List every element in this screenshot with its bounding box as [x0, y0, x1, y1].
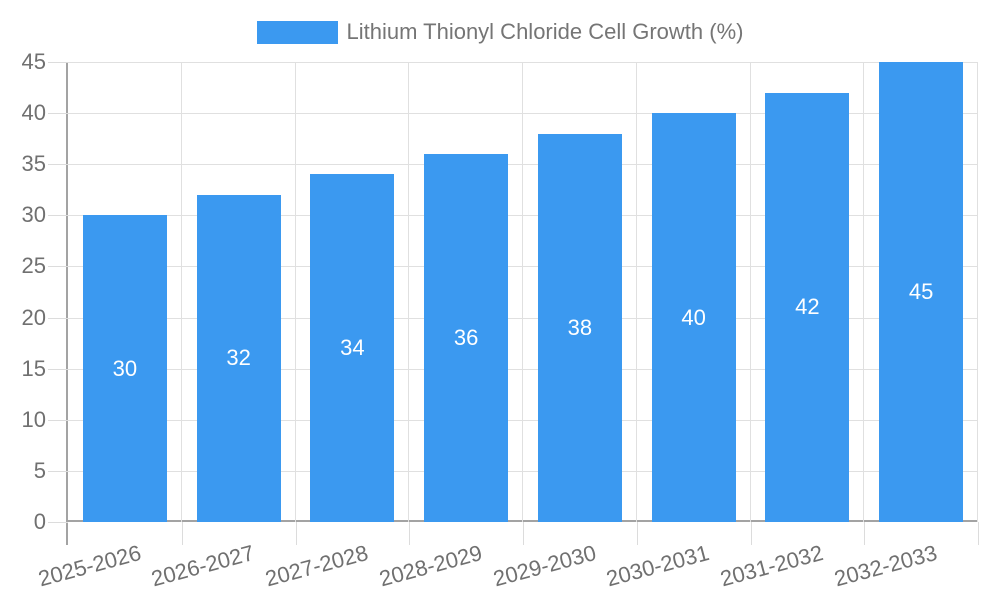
x-axis-tick-label: 2032-2033 [831, 540, 940, 592]
y-axis-tick [48, 266, 68, 268]
bar-value-label: 30 [112, 355, 138, 381]
y-axis-tick-label: 15 [21, 355, 46, 381]
v-gridline [408, 62, 410, 522]
x-axis-tick-label: 2027-2028 [262, 540, 371, 592]
bar-value-label: 32 [226, 345, 251, 371]
y-axis-tick-label: 25 [21, 253, 46, 279]
bar-value-label: 34 [340, 335, 365, 361]
x-axis-tick-label: 2026-2027 [148, 540, 258, 592]
y-axis-tick [48, 164, 68, 166]
y-axis-tick [48, 215, 68, 217]
h-gridline [68, 317, 978, 319]
v-gridline [522, 62, 523, 522]
h-gridline [68, 215, 978, 217]
h-gridline [68, 62, 978, 63]
h-gridline [68, 266, 978, 268]
y-axis-tick-label: 10 [21, 406, 46, 432]
bar[interactable]: 38 [537, 133, 622, 522]
bar-value-label: 40 [681, 304, 706, 330]
y-axis-tick-label: 5 [33, 457, 46, 483]
bar-value-label: 45 [908, 279, 934, 304]
x-axis-tick-label: 2028-2029 [376, 540, 485, 592]
v-gridline [863, 62, 865, 522]
h-gridline [68, 470, 978, 472]
x-axis-tick [864, 522, 866, 545]
y-axis-tick-label: 45 [21, 49, 46, 74]
y-axis-tick [48, 317, 68, 319]
h-gridline [68, 368, 978, 370]
h-gridline [68, 164, 978, 166]
y-axis-tick [48, 522, 68, 523]
x-axis-tick [750, 522, 752, 545]
y-axis-tick [48, 62, 68, 63]
x-axis-tick-label: 2031-2032 [717, 540, 826, 592]
x-axis-line [68, 520, 978, 522]
v-gridline [180, 62, 182, 522]
x-axis-tick [409, 522, 411, 545]
y-axis-line [66, 62, 68, 545]
x-axis-tick-label: 2030-2031 [603, 540, 713, 592]
x-axis-tick [295, 522, 297, 545]
bar[interactable]: 34 [310, 174, 395, 522]
x-axis-tick [978, 522, 979, 545]
x-axis-tick [523, 522, 524, 545]
legend-swatch-icon [256, 20, 338, 44]
y-axis-tick [48, 113, 68, 115]
y-axis-tick-label: 0 [33, 509, 46, 534]
x-axis-tick-label: 2025-2026 [35, 540, 144, 592]
v-gridline [977, 62, 978, 522]
y-axis-tick-label: 20 [21, 304, 46, 330]
y-axis-tick [48, 419, 68, 421]
v-gridline [749, 62, 751, 522]
y-axis-tick-label: 30 [21, 202, 46, 228]
bar-value-label: 38 [567, 314, 593, 340]
y-axis-tick [48, 470, 68, 472]
bar[interactable]: 42 [765, 92, 850, 522]
y-axis-tick-label: 40 [21, 100, 46, 126]
h-gridline [68, 113, 978, 115]
legend[interactable]: Lithium Thionyl Chloride Cell Growth (%) [0, 19, 1000, 45]
y-axis-tick-label: 35 [21, 151, 46, 177]
x-axis-tick-label: 2029-2030 [490, 540, 599, 592]
bar[interactable]: 45 [879, 62, 964, 522]
legend-label: Lithium Thionyl Chloride Cell Growth (%) [346, 19, 744, 44]
h-gridline [68, 419, 978, 421]
bar[interactable]: 36 [424, 154, 509, 522]
bar[interactable]: 30 [82, 215, 167, 522]
bar-value-label: 42 [795, 294, 820, 320]
v-gridline [635, 62, 637, 522]
y-axis-tick [48, 368, 68, 370]
bar[interactable]: 40 [651, 113, 736, 522]
plot-area: 30 32 34 36 38 40 42 45 [68, 62, 978, 522]
bar-value-label: 36 [453, 325, 479, 350]
x-axis-tick [636, 522, 638, 545]
bar[interactable]: 32 [196, 194, 281, 522]
v-gridline [294, 62, 296, 522]
x-axis-tick [181, 522, 183, 545]
